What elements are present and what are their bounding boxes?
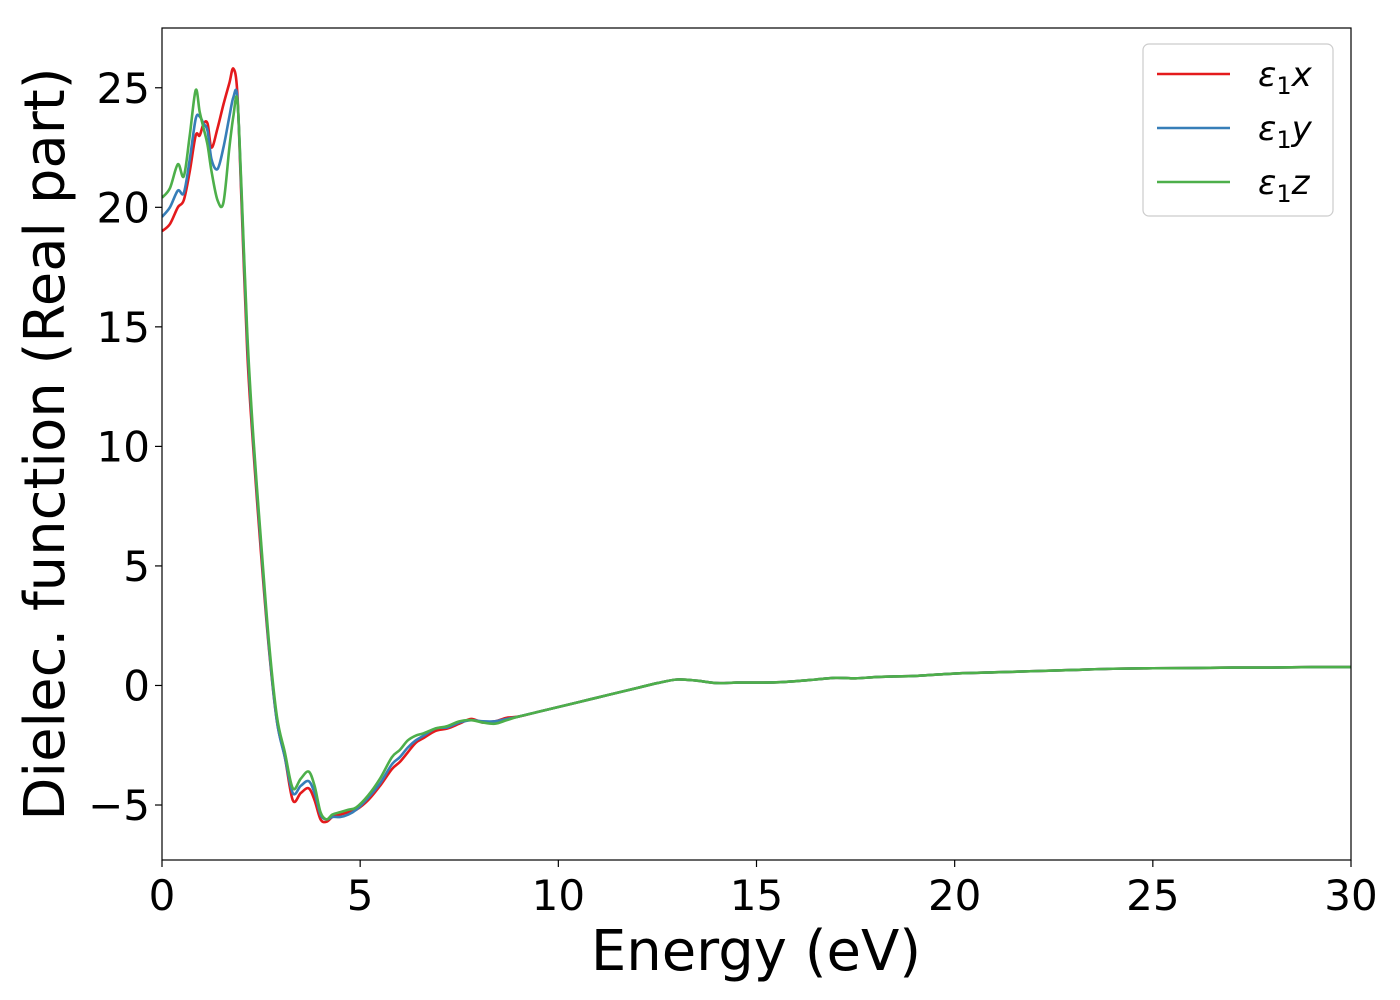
y-tick-label: 5 bbox=[123, 542, 150, 591]
legend-frame bbox=[1142, 43, 1334, 217]
series-layer bbox=[162, 67, 1351, 824]
x-axis-label: Energy (eV) bbox=[591, 919, 921, 984]
x-tick-label: 0 bbox=[149, 871, 176, 920]
y-axis-label: Dielec. function (Real part) bbox=[13, 67, 78, 820]
y-tick-label: 10 bbox=[97, 422, 150, 471]
x-tick-label: 15 bbox=[730, 871, 783, 920]
x-tick-label: 25 bbox=[1126, 871, 1179, 920]
x-tick-label: 5 bbox=[347, 871, 374, 920]
legend-items: ε1x ε1y ε1z bbox=[1157, 55, 1313, 208]
y-tick-label: 25 bbox=[97, 64, 150, 113]
y-tick-label: 0 bbox=[123, 661, 150, 710]
legend-label-y: ε1y bbox=[1258, 109, 1313, 154]
series-line-z bbox=[162, 88, 1351, 821]
y-tick-label: 20 bbox=[97, 183, 150, 232]
x-axis-ticks: 0 5 10 15 20 25 30 bbox=[149, 860, 1378, 920]
x-tick-label: 20 bbox=[928, 871, 981, 920]
y-tick-label: −5 bbox=[88, 781, 150, 830]
x-tick-label: 30 bbox=[1324, 871, 1377, 920]
legend-label-z: ε1z bbox=[1258, 163, 1311, 208]
y-axis-ticks: −5 0 5 10 15 20 25 bbox=[88, 64, 162, 830]
x-tick-label: 10 bbox=[532, 871, 585, 920]
legend-label-x: ε1x bbox=[1258, 55, 1313, 100]
y-tick-label: 15 bbox=[97, 303, 150, 352]
legend: ε1x ε1y ε1z bbox=[1142, 43, 1334, 217]
